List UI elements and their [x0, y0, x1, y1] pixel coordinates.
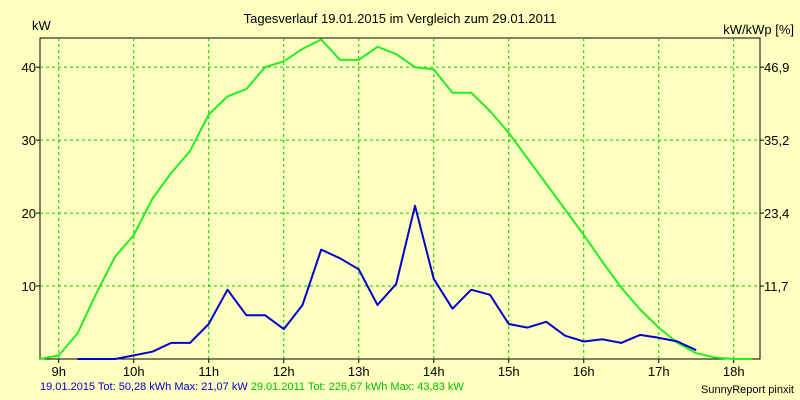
y-axis-label-left: kW — [32, 18, 51, 33]
series2-summary: 29.01.2011 Tot: 226,67 kWh Max: 43,83 kW — [250, 381, 464, 393]
y-tick-label-left: 20 — [22, 206, 36, 221]
x-tick-label: 17h — [648, 364, 670, 379]
chart-footer: 19.01.2015 Tot: 50,28 kWh Max: 21,07 kW … — [40, 381, 464, 393]
x-tick-label: 12h — [273, 364, 295, 379]
series-line-2 — [39, 38, 753, 360]
credit-text: SunnyReport pinxit — [701, 384, 794, 396]
series-line-1 — [77, 204, 697, 360]
y-tick-label-right: 23,4 — [764, 206, 789, 221]
series1-summary: 19.01.2015 Tot: 50,28 kWh Max: 21,07 kW — [40, 381, 248, 393]
x-tick-label: 13h — [348, 364, 370, 379]
x-tick-label: 16h — [573, 364, 595, 379]
y-tick-label-right: 35,2 — [764, 133, 789, 148]
y-tick-label-left: 40 — [22, 60, 36, 75]
y-axis-label-right: kW/kWp [%] — [723, 22, 794, 37]
x-tick-label: 9h — [52, 364, 66, 379]
x-tick-label: 18h — [723, 364, 745, 379]
x-tick-label: 11h — [198, 364, 219, 379]
x-tick-label: 10h — [123, 364, 145, 379]
x-tick-label: 15h — [498, 364, 520, 379]
y-tick-label-right: 46,9 — [764, 60, 789, 75]
plot-frame — [39, 37, 761, 360]
y-tick-label-left: 10 — [22, 279, 36, 294]
y-tick-label-left: 30 — [22, 133, 36, 148]
x-tick-label: 14h — [423, 364, 445, 379]
y-tick-label-right: 11,7 — [764, 279, 788, 294]
chart-title: Tagesverlauf 19.01.2015 im Vergleich zum… — [243, 11, 557, 26]
